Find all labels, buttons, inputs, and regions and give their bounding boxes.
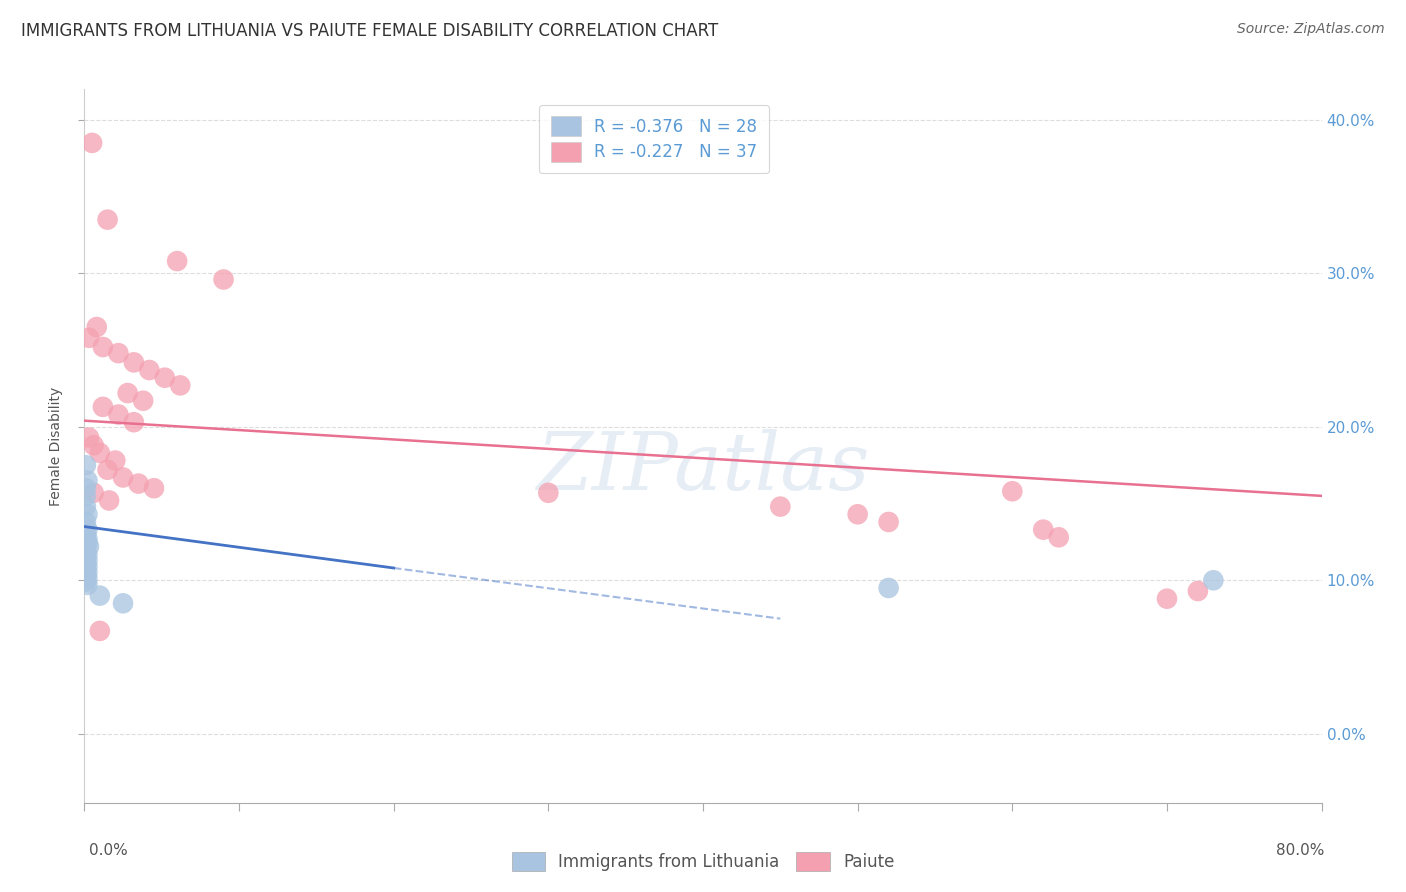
Point	[76, 474, 98, 488]
Point	[122, 355, 145, 369]
Point	[76, 536, 98, 550]
Text: 0.0%: 0.0%	[89, 843, 128, 858]
Point	[122, 415, 145, 429]
Point	[877, 515, 900, 529]
Point	[76, 523, 98, 537]
Point	[97, 463, 120, 477]
Point	[76, 508, 98, 522]
Point	[75, 544, 97, 558]
Point	[75, 550, 97, 565]
Point	[75, 574, 97, 589]
Point	[83, 438, 105, 452]
Point	[98, 493, 121, 508]
Point	[107, 408, 129, 422]
Point	[1156, 591, 1178, 606]
Point	[1047, 530, 1070, 544]
Text: Source: ZipAtlas.com: Source: ZipAtlas.com	[1237, 22, 1385, 37]
Point	[212, 272, 235, 286]
Point	[132, 393, 155, 408]
Point	[75, 458, 97, 473]
Point	[77, 431, 100, 445]
Point	[76, 532, 98, 546]
Point	[112, 596, 135, 610]
Point	[138, 363, 160, 377]
Legend: R = -0.376   N = 28, R = -0.227   N = 37: R = -0.376 N = 28, R = -0.227 N = 37	[538, 104, 769, 173]
Point	[117, 386, 139, 401]
Point	[1032, 523, 1054, 537]
Point	[97, 212, 120, 227]
Point	[76, 566, 98, 580]
Point	[76, 553, 98, 567]
Point	[166, 254, 188, 268]
Text: ZIPatlas: ZIPatlas	[536, 429, 870, 506]
Legend: Immigrants from Lithuania, Paiute: Immigrants from Lithuania, Paiute	[503, 843, 903, 880]
Point	[82, 136, 104, 150]
Point	[91, 400, 114, 414]
Point	[75, 568, 97, 582]
Point	[89, 589, 111, 603]
Point	[1202, 574, 1225, 588]
Point	[846, 508, 869, 522]
Point	[169, 378, 191, 392]
Point	[77, 331, 100, 345]
Point	[75, 500, 97, 514]
Text: 80.0%: 80.0%	[1277, 843, 1324, 858]
Point	[877, 581, 900, 595]
Point	[76, 578, 98, 592]
Point	[104, 453, 127, 467]
Y-axis label: Female Disability: Female Disability	[49, 386, 63, 506]
Text: IMMIGRANTS FROM LITHUANIA VS PAIUTE FEMALE DISABILITY CORRELATION CHART: IMMIGRANTS FROM LITHUANIA VS PAIUTE FEMA…	[21, 22, 718, 40]
Point	[75, 481, 97, 495]
Point	[1187, 584, 1209, 599]
Point	[112, 470, 135, 484]
Point	[86, 320, 108, 334]
Point	[83, 485, 105, 500]
Point	[1001, 484, 1024, 499]
Point	[76, 572, 98, 586]
Point	[107, 346, 129, 360]
Point	[76, 547, 98, 561]
Point	[77, 540, 100, 554]
Point	[91, 340, 114, 354]
Point	[769, 500, 792, 514]
Point	[143, 481, 166, 495]
Point	[75, 515, 97, 529]
Point	[128, 476, 150, 491]
Point	[153, 370, 176, 384]
Point	[76, 559, 98, 574]
Point	[75, 557, 97, 571]
Point	[89, 446, 111, 460]
Point	[89, 624, 111, 638]
Point	[75, 562, 97, 576]
Point	[537, 485, 560, 500]
Point	[75, 489, 97, 503]
Point	[75, 527, 97, 541]
